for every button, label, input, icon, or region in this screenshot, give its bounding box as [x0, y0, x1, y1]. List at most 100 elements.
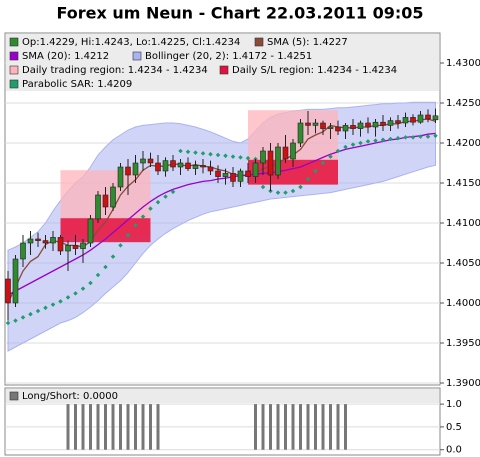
- candle-body: [125, 166, 131, 176]
- candle-body: [402, 117, 409, 124]
- indicator-bar: [254, 404, 257, 450]
- legend-swatch: [132, 51, 142, 61]
- candle-body: [222, 173, 229, 177]
- candle-body: [20, 242, 26, 260]
- candle-body: [305, 122, 311, 126]
- candle-body: [237, 170, 244, 182]
- indicator-bar: [149, 404, 152, 450]
- candle-body: [350, 125, 356, 129]
- candle-body: [327, 126, 334, 129]
- indicator-bar: [126, 404, 130, 450]
- indicator-bar: [269, 404, 272, 450]
- candle-body: [342, 125, 349, 132]
- candle-body: [282, 146, 289, 160]
- legend-swatch: [9, 79, 19, 89]
- indicator-bar: [276, 404, 280, 450]
- legend-swatch: [9, 51, 19, 61]
- legend-label: Long/Short: 0.0000: [22, 391, 118, 402]
- indicator-bar: [284, 404, 287, 450]
- indicator-bar: [261, 404, 265, 450]
- candle-body: [200, 165, 206, 168]
- candle-body: [50, 237, 56, 244]
- candle-body: [177, 162, 184, 168]
- legend-swatch: [219, 65, 229, 75]
- candle-body: [207, 166, 214, 172]
- candle-body: [425, 114, 431, 120]
- indicator-bar: [119, 404, 122, 450]
- y-tick-label: 0.0: [446, 445, 462, 456]
- candle-body: [27, 238, 34, 244]
- indicator-bar: [111, 404, 115, 450]
- candle-body: [372, 121, 379, 128]
- legend-box: [6, 34, 439, 91]
- sar-dot: [365, 139, 371, 144]
- sar-dot: [395, 135, 401, 141]
- legend-label: Op:1.4229, Hi:1.4243, Lo:1.4225, Cl:1.42…: [22, 37, 240, 48]
- candle-body: [252, 162, 259, 177]
- candle-body: [260, 150, 266, 164]
- sar-dot: [43, 305, 48, 311]
- y-tick-label: 1.0: [446, 399, 462, 410]
- y-tick-label: 1.3950: [446, 338, 480, 349]
- indicator-line: [7, 118, 436, 304]
- candle-body: [432, 115, 439, 121]
- indicator-bar: [66, 404, 70, 450]
- legend-swatch: [254, 37, 264, 47]
- legend-swatch: [9, 37, 19, 47]
- y-tick-label: 1.4100: [446, 218, 480, 229]
- indicator-bar: [306, 404, 310, 450]
- y-tick-label: 0.5: [446, 422, 462, 433]
- y-tick-label: 1.4300: [446, 58, 480, 69]
- candle-body: [5, 278, 11, 304]
- candle-body: [320, 122, 326, 129]
- candle-body: [395, 120, 401, 124]
- sar-dot: [403, 135, 408, 140]
- indicator-bar: [89, 404, 92, 450]
- indicator-bar: [321, 404, 325, 450]
- candle-body: [290, 142, 296, 160]
- candle-body: [132, 162, 139, 176]
- legend-label: Daily S/L region: 1.4234 - 1.4234: [232, 65, 397, 76]
- candle-body: [297, 122, 304, 144]
- indicator-bar: [314, 404, 317, 450]
- indicator-bar: [156, 404, 160, 450]
- candle-body: [357, 122, 364, 129]
- candle-body: [417, 114, 424, 123]
- candle-body: [410, 117, 416, 123]
- indicator-bar: [344, 404, 347, 450]
- candle-body: [72, 245, 79, 249]
- legend-label: Daily trading region: 1.4234 - 1.4234: [22, 65, 208, 76]
- y-tick-label: 1.4250: [446, 98, 480, 109]
- candle-body: [80, 242, 86, 249]
- candle-body: [110, 186, 116, 208]
- y-tick-label: 1.4050: [446, 258, 480, 269]
- indicator-bar: [291, 404, 295, 450]
- sar-dot: [410, 135, 416, 140]
- candle-body: [57, 237, 64, 252]
- candle-body: [140, 158, 146, 164]
- sar-dot: [125, 232, 131, 238]
- candle-body: [387, 120, 394, 126]
- indicator-bar: [141, 404, 145, 450]
- legend-label: SMA (20): 1.4212: [22, 51, 109, 62]
- candle-body: [335, 126, 341, 132]
- candle-body: [365, 122, 371, 128]
- candle-body: [12, 258, 19, 304]
- indicator-line: [7, 132, 436, 296]
- candle-body: [95, 194, 101, 220]
- candle-body: [35, 238, 41, 241]
- candle-body: [65, 245, 71, 252]
- indicator-bar: [74, 404, 77, 450]
- indicator-bar: [96, 404, 100, 450]
- indicator-bar: [134, 404, 137, 450]
- legend-box: [6, 389, 439, 403]
- candle-body: [147, 158, 154, 164]
- candle-body: [192, 165, 199, 169]
- legend-swatch: [9, 65, 19, 75]
- candle-body: [185, 162, 191, 169]
- y-tick-label: 1.4000: [446, 298, 480, 309]
- indicator-bar: [81, 404, 85, 450]
- y-tick-label: 1.3900: [446, 378, 480, 389]
- indicator-bar: [336, 404, 340, 450]
